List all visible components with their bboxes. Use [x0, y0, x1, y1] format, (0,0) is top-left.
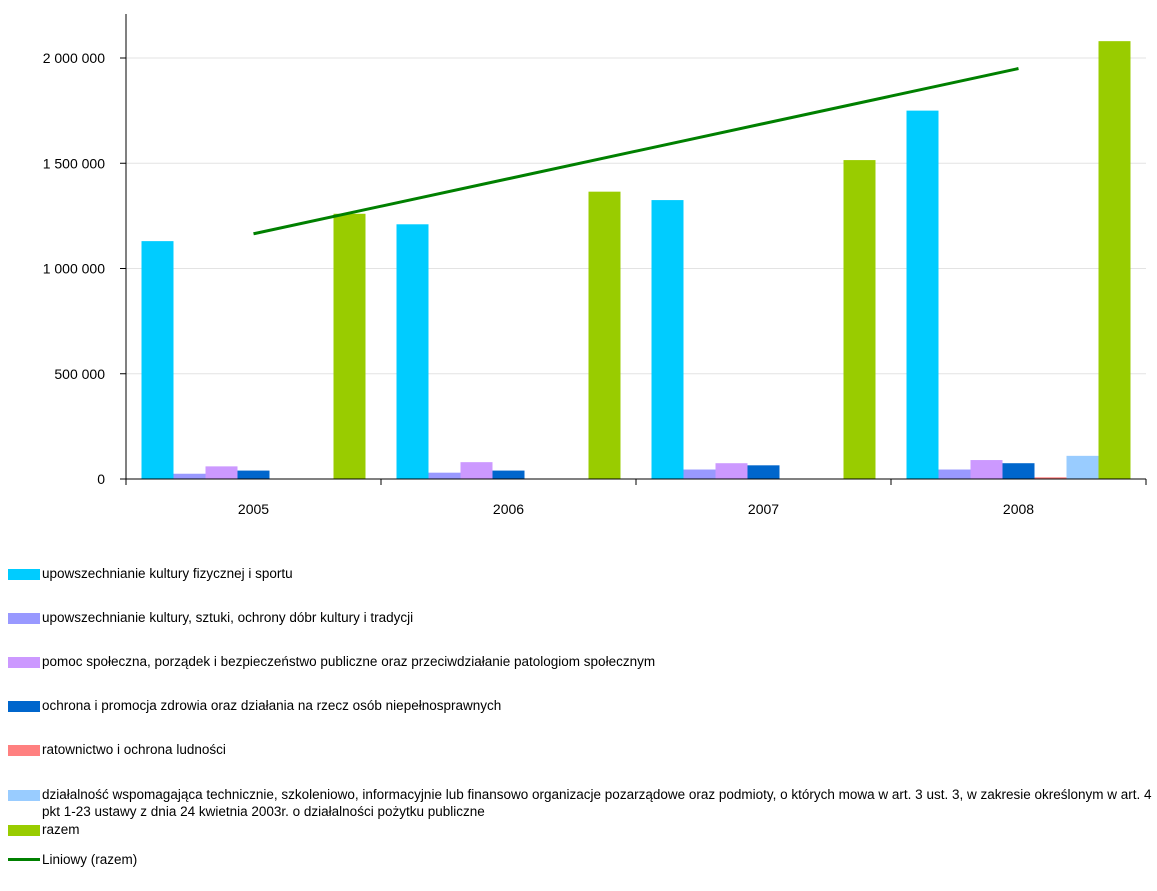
legend-label-trendline: Liniowy (razem): [42, 852, 138, 867]
trendline-layer: [253, 67, 1019, 236]
bar: [428, 472, 461, 479]
legend-swatch-culture: [8, 613, 40, 624]
bar: [651, 200, 684, 479]
legend-swatch-social-aid: [8, 657, 40, 668]
legend-label-support-activities: działalność wspomagająca technicznie, sz…: [42, 787, 1152, 819]
y-tick-label: 1 500 000: [43, 155, 105, 171]
y-tick-label: 2 000 000: [43, 50, 105, 66]
bar: [460, 462, 493, 479]
y-tick-label: 1 000 000: [43, 261, 105, 277]
bar: [1002, 463, 1035, 479]
chart: 0 500 000 1 000 000 1 500 000 2 000 000 2005…: [43, 14, 1147, 517]
bar: [906, 110, 939, 479]
bar: [1098, 41, 1131, 479]
legend-label-health: ochrona i promocja zdrowia oraz działani…: [42, 698, 502, 713]
bar: [141, 241, 174, 479]
bar: [683, 469, 716, 479]
bar: [396, 224, 429, 479]
trendline: [253, 67, 1019, 236]
x-tick-label: 2007: [748, 501, 779, 517]
bar: [938, 469, 971, 479]
legend-label-social-aid: pomoc społeczna, porządek i bezpieczeńst…: [42, 654, 656, 669]
bar: [970, 460, 1003, 479]
legend-label-sport: upowszechnianie kultury fizycznej i spor…: [42, 566, 293, 581]
bar: [205, 466, 238, 479]
legend-swatch-trendline: [8, 858, 40, 861]
bar: [843, 160, 876, 479]
legend-label-total: razem: [42, 822, 80, 837]
legend-item-social-aid: pomoc społeczna, porządek i bezpieczeńst…: [8, 653, 1153, 670]
x-tick-label: 2008: [1003, 501, 1034, 517]
legend-item-sport: upowszechnianie kultury fizycznej i spor…: [8, 565, 1153, 582]
bar: [588, 191, 621, 480]
legend-item-health: ochrona i promocja zdrowia oraz działani…: [8, 697, 1153, 714]
bar: [1034, 477, 1067, 479]
legend-label-culture: upowszechnianie kultury, sztuki, ochrony…: [42, 610, 414, 625]
gridlines: [126, 57, 1146, 375]
legend-item-rescue: ratownictwo i ochrona ludności: [8, 741, 1153, 758]
y-axis-tick-labels: 0 500 000 1 000 000 1 500 000 2 000 000: [43, 50, 106, 487]
legend-label-rescue: ratownictwo i ochrona ludności: [42, 742, 226, 757]
y-tick-label: 0: [97, 471, 105, 487]
legend-item-total: razem: [8, 821, 1153, 838]
legend-swatch-support-activities: [8, 790, 40, 801]
y-tick-label: 500 000: [54, 366, 105, 382]
legend-item-support-activities: działalność wspomagająca technicznie, sz…: [8, 786, 1153, 820]
bar: [237, 470, 270, 479]
bar: [715, 463, 748, 479]
bar: [747, 465, 780, 479]
bar: [333, 213, 366, 479]
axes: [120, 14, 1147, 485]
legend-swatch-total: [8, 825, 40, 836]
bar: [1066, 455, 1099, 479]
legend-swatch-rescue: [8, 745, 40, 756]
x-tick-label: 2006: [493, 501, 524, 517]
legend-item-trendline: Liniowy (razem): [8, 851, 1153, 868]
x-tick-label: 2005: [238, 501, 269, 517]
legend-swatch-sport: [8, 569, 40, 580]
legend-swatch-health: [8, 701, 40, 712]
bar: [492, 470, 525, 479]
legend-item-culture: upowszechnianie kultury, sztuki, ochrony…: [8, 609, 1153, 626]
x-axis-tick-labels: 2005 2006 2007 2008: [238, 501, 1034, 517]
bar: [173, 473, 206, 479]
bars: [141, 41, 1131, 480]
